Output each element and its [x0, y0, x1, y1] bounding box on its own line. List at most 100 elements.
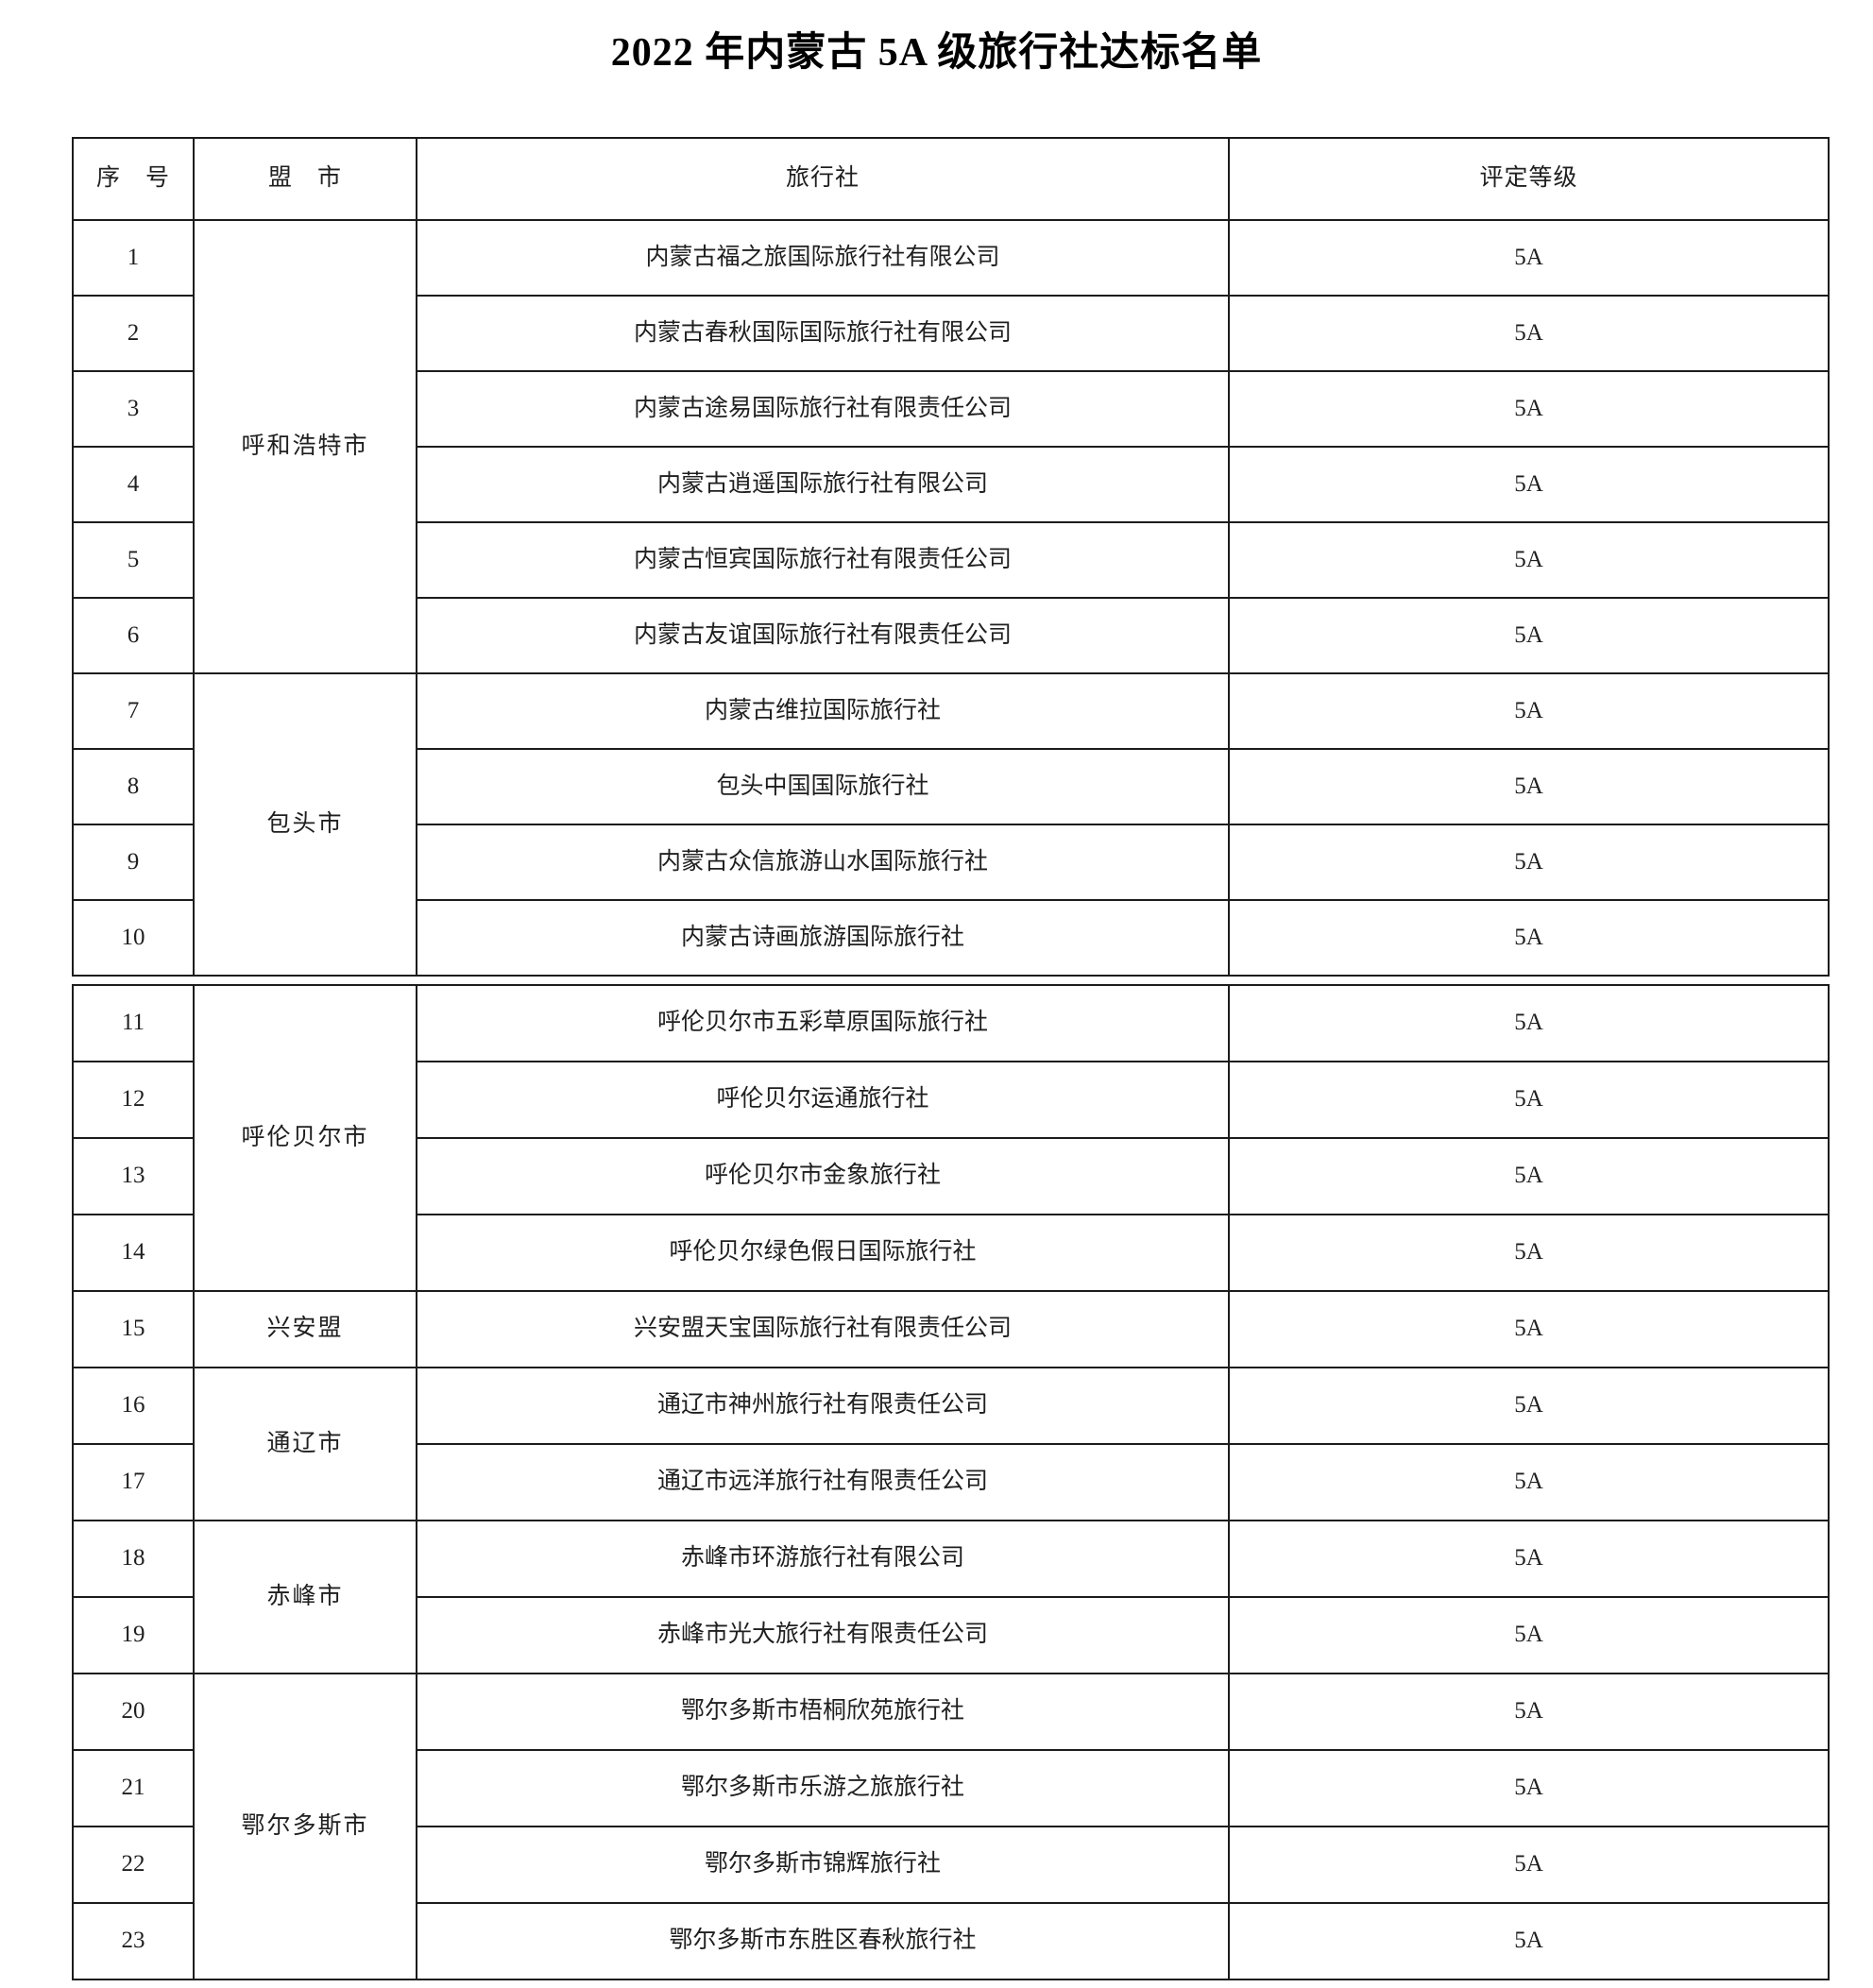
row-number-cell: 11: [72, 984, 195, 1062]
agency-cell: 鄂尔多斯市梧桐欣苑旅行社: [416, 1673, 1230, 1751]
grade-cell: 5A: [1228, 370, 1830, 448]
grade-cell: 5A: [1228, 899, 1830, 977]
table-row: 1 呼和浩特市 内蒙古福之旅国际旅行社有限公司 5A: [72, 219, 1830, 674]
table-row: 23 鄂尔多斯市东胜区春秋旅行社 5A: [72, 1902, 1830, 1980]
header-row: 序 号 盟 市 旅行社 评定等级: [72, 137, 1830, 221]
agency-cell: 呼伦贝尔市五彩草原国际旅行社: [416, 984, 1230, 1062]
agency-cell: 兴安盟天宝国际旅行社有限责任公司: [416, 1290, 1230, 1368]
grade-cell: 5A: [1228, 1137, 1830, 1215]
table-row: 11 呼伦贝尔市 呼伦贝尔市五彩草原国际旅行社 5A: [72, 984, 1830, 1292]
agency-cell: 通辽市神州旅行社有限责任公司: [416, 1367, 1230, 1445]
grade-cell: 5A: [1228, 1061, 1830, 1139]
row-number-cell: 1: [72, 219, 195, 297]
header-cell-agency: 旅行社: [416, 137, 1230, 221]
table-row: 15 兴安盟 兴安盟天宝国际旅行社有限责任公司 5A: [72, 1290, 1830, 1368]
table-row: 18 赤峰市 赤峰市环游旅行社有限公司 5A: [72, 1520, 1830, 1674]
agency-cell: 内蒙古恒宾国际旅行社有限责任公司: [416, 521, 1230, 599]
ratings-table-upper: 序 号 盟 市 旅行社 评定等级 1 呼和浩特市 内蒙古福之旅国际旅行社有限公司 5A…: [72, 137, 1830, 977]
header-cell-city: 盟 市: [193, 137, 417, 221]
row-number-cell: 6: [72, 597, 195, 674]
city-cell: 呼和浩特市: [193, 219, 417, 674]
city-cell: 呼伦贝尔市: [193, 984, 417, 1292]
city-cell: 包头市: [193, 672, 417, 977]
agency-cell: 呼伦贝尔运通旅行社: [416, 1061, 1230, 1139]
agency-cell: 内蒙古逍遥国际旅行社有限公司: [416, 446, 1230, 523]
agency-cell: 内蒙古维拉国际旅行社: [416, 672, 1230, 750]
agency-cell: 内蒙古诗画旅游国际旅行社: [416, 899, 1230, 977]
row-number-cell: 4: [72, 446, 195, 523]
agency-cell: 内蒙古众信旅游山水国际旅行社: [416, 824, 1230, 901]
agency-cell: 包头中国国际旅行社: [416, 748, 1230, 825]
row-number-cell: 5: [72, 521, 195, 599]
agency-cell: 鄂尔多斯市东胜区春秋旅行社: [416, 1902, 1230, 1980]
agency-cell: 赤峰市环游旅行社有限公司: [416, 1520, 1230, 1598]
row-number-cell: 8: [72, 748, 195, 825]
grade-cell: 5A: [1228, 748, 1830, 825]
city-cell: 鄂尔多斯市: [193, 1673, 417, 1980]
grade-cell: 5A: [1228, 295, 1830, 372]
page-title: 2022 年内蒙古 5A 级旅行社达标名单: [610, 31, 1263, 75]
grade-cell: 5A: [1228, 1443, 1830, 1521]
agency-cell: 呼伦贝尔绿色假日国际旅行社: [416, 1214, 1230, 1292]
ratings-table-lower: 11 呼伦贝尔市 呼伦贝尔市五彩草原国际旅行社 5A 12 呼伦贝尔运通旅行社 5A 13 呼伦…: [72, 984, 1830, 1980]
row-number-cell: 12: [72, 1061, 195, 1139]
row-number-cell: 23: [72, 1902, 195, 1980]
row-number-cell: 14: [72, 1214, 195, 1292]
agency-cell: 鄂尔多斯市锦辉旅行社: [416, 1826, 1230, 1904]
table-row: 17 通辽市远洋旅行社有限责任公司 5A: [72, 1443, 1830, 1521]
row-number-cell: 20: [72, 1673, 195, 1751]
table-row: 8 包头中国国际旅行社 5A: [72, 748, 1830, 825]
header-cell-grade: 评定等级: [1228, 137, 1830, 221]
table-row: 6 内蒙古友谊国际旅行社有限责任公司 5A: [72, 597, 1830, 674]
agency-cell: 呼伦贝尔市金象旅行社: [416, 1137, 1230, 1215]
table-row: 20 鄂尔多斯市 鄂尔多斯市梧桐欣苑旅行社 5A: [72, 1673, 1830, 1980]
row-number-cell: 18: [72, 1520, 195, 1598]
table-row: 16 通辽市 通辽市神州旅行社有限责任公司 5A: [72, 1367, 1830, 1521]
table-row: 14 呼伦贝尔绿色假日国际旅行社 5A: [72, 1214, 1830, 1292]
table-row: 12 呼伦贝尔运通旅行社 5A: [72, 1061, 1830, 1139]
agency-cell: 内蒙古春秋国际国际旅行社有限公司: [416, 295, 1230, 372]
agency-cell: 通辽市远洋旅行社有限责任公司: [416, 1443, 1230, 1521]
row-number-cell: 19: [72, 1596, 195, 1674]
row-number-cell: 17: [72, 1443, 195, 1521]
table-row: 4 内蒙古逍遥国际旅行社有限公司 5A: [72, 446, 1830, 523]
grade-cell: 5A: [1228, 446, 1830, 523]
row-number-cell: 3: [72, 370, 195, 448]
city-cell: 兴安盟: [193, 1290, 417, 1368]
table-row: 9 内蒙古众信旅游山水国际旅行社 5A: [72, 824, 1830, 901]
grade-cell: 5A: [1228, 1290, 1830, 1368]
agency-cell: 内蒙古途易国际旅行社有限责任公司: [416, 370, 1230, 448]
grade-cell: 5A: [1228, 219, 1830, 297]
row-number-cell: 13: [72, 1137, 195, 1215]
grade-cell: 5A: [1228, 1214, 1830, 1292]
agency-cell: 内蒙古友谊国际旅行社有限责任公司: [416, 597, 1230, 674]
row-number-cell: 9: [72, 824, 195, 901]
table-row: 21 鄂尔多斯市乐游之旅旅行社 5A: [72, 1749, 1830, 1827]
city-cell: 通辽市: [193, 1367, 417, 1521]
agency-cell: 赤峰市光大旅行社有限责任公司: [416, 1596, 1230, 1674]
grade-cell: 5A: [1228, 1596, 1830, 1674]
grade-cell: 5A: [1228, 1902, 1830, 1980]
row-number-cell: 10: [72, 899, 195, 977]
grade-cell: 5A: [1228, 824, 1830, 901]
table-row: 13 呼伦贝尔市金象旅行社 5A: [72, 1137, 1830, 1215]
table-row: 22 鄂尔多斯市锦辉旅行社 5A: [72, 1826, 1830, 1904]
grade-cell: 5A: [1228, 984, 1830, 1062]
grade-cell: 5A: [1228, 521, 1830, 599]
grade-cell: 5A: [1228, 1749, 1830, 1827]
grade-cell: 5A: [1228, 1673, 1830, 1751]
table-row: 7 包头市 内蒙古维拉国际旅行社 5A: [72, 672, 1830, 977]
header-cell-number: 序 号: [72, 137, 195, 221]
grade-cell: 5A: [1228, 1367, 1830, 1445]
table-row: 3 内蒙古途易国际旅行社有限责任公司 5A: [72, 370, 1830, 448]
grade-cell: 5A: [1228, 672, 1830, 750]
row-number-cell: 22: [72, 1826, 195, 1904]
agency-cell: 鄂尔多斯市乐游之旅旅行社: [416, 1749, 1230, 1827]
table-row: 10 内蒙古诗画旅游国际旅行社 5A: [72, 899, 1830, 977]
row-number-cell: 15: [72, 1290, 195, 1368]
row-number-cell: 2: [72, 295, 195, 372]
grade-cell: 5A: [1228, 1826, 1830, 1904]
agency-cell: 内蒙古福之旅国际旅行社有限公司: [416, 219, 1230, 297]
row-number-cell: 16: [72, 1367, 195, 1445]
